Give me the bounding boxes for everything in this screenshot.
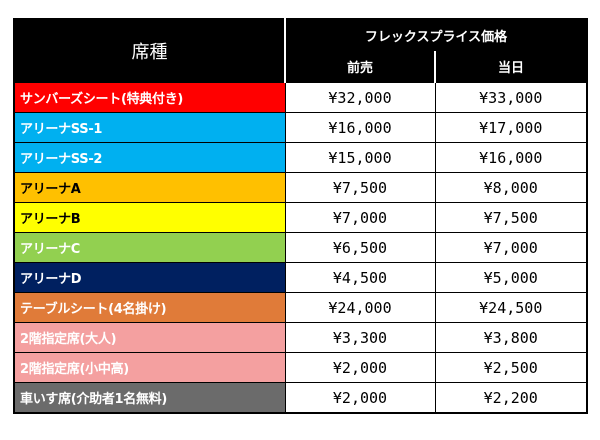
seat-type-cell: アリーナB [13,202,286,233]
table-row: 2階指定席(大人) ¥3,300 ¥3,800 [13,322,588,353]
dayof-price-cell: ¥3,800 [434,322,588,353]
presale-price-cell: ¥6,500 [284,232,436,263]
table-row: アリーナA ¥7,500 ¥8,000 [13,172,588,203]
dayof-price-cell: ¥16,000 [434,142,588,173]
table-row: サンバーズシート(特典付き) ¥32,000 ¥33,000 [13,82,588,113]
table-row: テーブルシート(4名掛け) ¥24,000 ¥24,500 [13,292,588,323]
presale-price-cell: ¥32,000 [284,82,436,113]
presale-price-cell: ¥15,000 [284,142,436,173]
dayof-price-cell: ¥5,000 [434,262,588,293]
dayof-price-cell: ¥17,000 [434,112,588,143]
table-row: アリーナSS-1 ¥16,000 ¥17,000 [13,112,588,143]
dayof-header: 当日 [434,50,588,83]
table-row: アリーナC ¥6,500 ¥7,000 [13,232,588,263]
table-row: 車いす席(介助者1名無料) ¥2,000 ¥2,200 [13,382,588,414]
seat-type-cell: 車いす席(介助者1名無料) [13,382,286,414]
seat-type-cell: アリーナA [13,172,286,203]
seat-type-cell: テーブルシート(4名掛け) [13,292,286,323]
price-table-body: サンバーズシート(特典付き) ¥32,000 ¥33,000 アリーナSS-1 … [13,82,588,414]
table-row: 2階指定席(小中高) ¥2,000 ¥2,500 [13,352,588,383]
presale-price-cell: ¥4,500 [284,262,436,293]
seat-type-header: 席種 [13,18,286,83]
dayof-price-cell: ¥24,500 [434,292,588,323]
presale-price-cell: ¥24,000 [284,292,436,323]
table-row: アリーナSS-2 ¥15,000 ¥16,000 [13,142,588,173]
seat-type-cell: アリーナD [13,262,286,293]
price-table-container: 席種 フレックスプライス価格 前売 当日 サンバーズシート(特典付き) ¥32,… [13,18,589,414]
dayof-price-cell: ¥7,500 [434,202,588,233]
dayof-price-cell: ¥2,500 [434,352,588,383]
dayof-price-cell: ¥33,000 [434,82,588,113]
table-row: アリーナB ¥7,000 ¥7,500 [13,202,588,233]
seat-type-cell: サンバーズシート(特典付き) [13,82,286,113]
presale-price-cell: ¥7,500 [284,172,436,203]
presale-price-cell: ¥2,000 [284,382,436,414]
flex-price-header: フレックスプライス価格 [284,18,588,52]
seat-type-cell: 2階指定席(小中高) [13,352,286,383]
dayof-price-cell: ¥7,000 [434,232,588,263]
presale-price-cell: ¥7,000 [284,202,436,233]
presale-price-cell: ¥16,000 [284,112,436,143]
dayof-price-cell: ¥8,000 [434,172,588,203]
seat-type-cell: アリーナSS-1 [13,112,286,143]
seat-type-cell: 2階指定席(大人) [13,322,286,353]
seat-type-cell: アリーナC [13,232,286,263]
table-row: アリーナD ¥4,500 ¥5,000 [13,262,588,293]
dayof-price-cell: ¥2,200 [434,382,588,414]
seat-type-cell: アリーナSS-2 [13,142,286,173]
price-table: 席種 フレックスプライス価格 前売 当日 サンバーズシート(特典付き) ¥32,… [13,18,589,414]
presale-price-cell: ¥2,000 [284,352,436,383]
presale-price-cell: ¥3,300 [284,322,436,353]
presale-header: 前売 [284,50,436,83]
